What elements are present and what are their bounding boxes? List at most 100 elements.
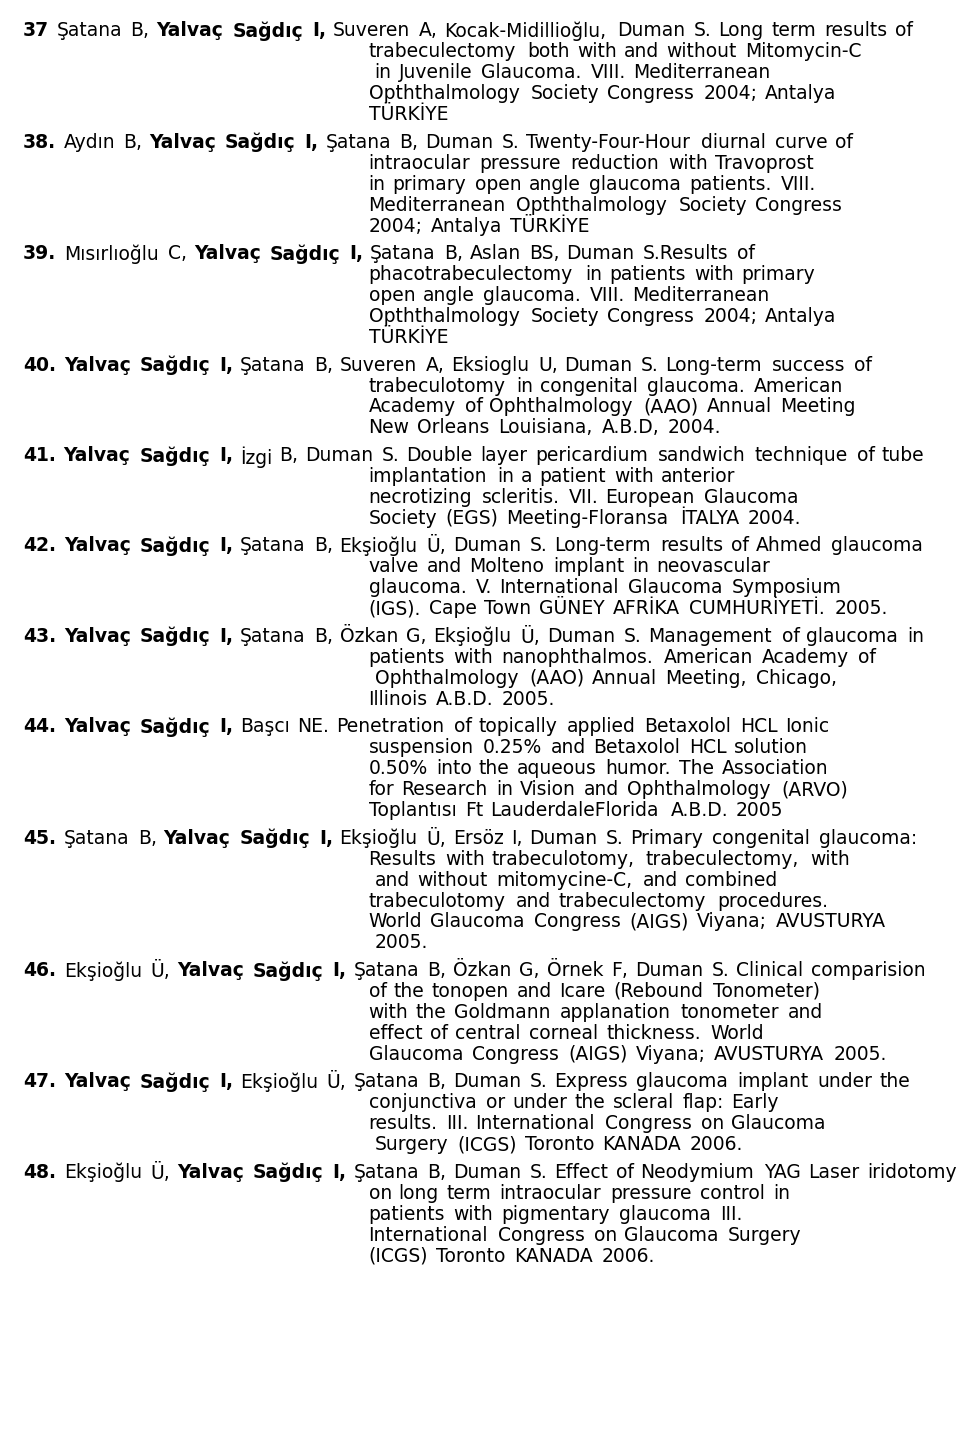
Text: suspension: suspension: [369, 738, 473, 758]
Text: open: open: [369, 286, 415, 305]
Text: pericardium: pericardium: [536, 446, 648, 465]
Text: Örnek: Örnek: [547, 961, 603, 980]
Text: S.: S.: [501, 133, 519, 152]
Text: scleral: scleral: [612, 1094, 674, 1113]
Text: Congress: Congress: [608, 307, 694, 326]
Text: S.: S.: [606, 829, 624, 848]
Text: with: with: [613, 468, 654, 486]
Text: of: of: [853, 356, 872, 375]
Text: results.: results.: [369, 1114, 438, 1134]
Text: Viyana;: Viyana;: [697, 912, 767, 931]
Text: Antalya: Antalya: [430, 216, 502, 236]
Text: Glaucoma.: Glaucoma.: [481, 63, 581, 83]
Text: Meeting: Meeting: [780, 398, 855, 416]
Text: Ü,: Ü,: [426, 829, 446, 849]
Text: I,: I,: [319, 829, 333, 848]
Text: I,: I,: [332, 961, 347, 980]
Text: (ICGS): (ICGS): [369, 1247, 428, 1266]
Text: (IGS).: (IGS).: [369, 599, 420, 618]
Text: and: and: [427, 558, 462, 576]
Text: Glaucoma: Glaucoma: [731, 1114, 826, 1134]
Text: of: of: [369, 982, 387, 1001]
Text: Academy: Academy: [762, 648, 850, 666]
Text: Penetration: Penetration: [337, 718, 444, 736]
Text: glaucoma:: glaucoma:: [819, 829, 918, 848]
Text: A.B.D.: A.B.D.: [670, 801, 728, 819]
Text: patients: patients: [369, 648, 445, 666]
Text: AVUSTURYA: AVUSTURYA: [714, 1045, 824, 1064]
Text: Society: Society: [369, 509, 437, 528]
Text: Long: Long: [719, 21, 764, 40]
Text: HCL: HCL: [739, 718, 778, 736]
Text: without: without: [666, 43, 737, 61]
Text: Mediterranean: Mediterranean: [369, 196, 506, 214]
Text: a: a: [520, 468, 532, 486]
Text: 2004;: 2004;: [704, 84, 757, 103]
Text: Ft: Ft: [466, 801, 484, 819]
Text: Chicago,: Chicago,: [756, 669, 837, 688]
Text: Şatana: Şatana: [240, 536, 305, 555]
Text: in: in: [369, 174, 386, 193]
Text: Duman: Duman: [566, 245, 635, 263]
Text: Ü,: Ü,: [151, 1163, 170, 1183]
Text: pressure: pressure: [610, 1184, 691, 1203]
Text: necrotizing: necrotizing: [369, 488, 472, 506]
Text: Aslan: Aslan: [469, 245, 521, 263]
Text: 42.: 42.: [23, 536, 56, 555]
Text: B,: B,: [399, 133, 419, 152]
Text: diurnal: diurnal: [702, 133, 766, 152]
Text: Ekşioğlu: Ekşioğlu: [340, 536, 418, 556]
Text: I,: I,: [304, 133, 319, 152]
Text: layer: layer: [481, 446, 528, 465]
Text: 2006.: 2006.: [689, 1135, 743, 1154]
Text: Ersöz: Ersöz: [453, 829, 504, 848]
Text: intraocular: intraocular: [499, 1184, 601, 1203]
Text: results: results: [660, 536, 723, 555]
Text: I,: I,: [349, 245, 363, 263]
Text: Ophthalmology: Ophthalmology: [627, 781, 770, 799]
Text: B,: B,: [427, 1163, 446, 1181]
Text: (ICGS): (ICGS): [457, 1135, 516, 1154]
Text: Long-term: Long-term: [554, 536, 651, 555]
Text: with: with: [444, 849, 485, 868]
Text: 37: 37: [23, 21, 49, 40]
Text: with: with: [694, 265, 734, 285]
Text: 2004.: 2004.: [667, 419, 721, 438]
Text: with: with: [369, 1002, 408, 1022]
Text: Academy: Academy: [369, 398, 456, 416]
Text: Twenty-Four-Hour: Twenty-Four-Hour: [526, 133, 690, 152]
Text: Mediterranean: Mediterranean: [633, 63, 770, 83]
Text: International: International: [475, 1114, 595, 1134]
Text: NE.: NE.: [298, 718, 329, 736]
Text: Surgery: Surgery: [728, 1226, 802, 1244]
Text: B,: B,: [427, 1072, 446, 1091]
Text: (AIGS): (AIGS): [568, 1045, 628, 1064]
Text: applied: applied: [566, 718, 636, 736]
Text: Sağdıç: Sağdıç: [139, 718, 210, 736]
Text: pigmentary: pigmentary: [501, 1204, 610, 1224]
Text: GÜNEY: GÜNEY: [540, 599, 605, 618]
Text: anterior: anterior: [661, 468, 735, 486]
Text: pressure: pressure: [480, 154, 562, 173]
Text: Aydın: Aydın: [64, 133, 115, 152]
Text: Şatana: Şatana: [63, 829, 130, 848]
Text: topically: topically: [479, 718, 558, 736]
Text: A.B.D,: A.B.D,: [602, 419, 660, 438]
Text: in: in: [586, 265, 603, 285]
Text: Betaxolol: Betaxolol: [644, 718, 731, 736]
Text: conjunctiva: conjunctiva: [369, 1094, 476, 1113]
Text: Şatana: Şatana: [240, 356, 305, 375]
Text: CUMHURİYETİ.: CUMHURİYETİ.: [688, 599, 825, 618]
Text: S.Results: S.Results: [643, 245, 729, 263]
Text: aqueous: aqueous: [516, 759, 597, 778]
Text: S.: S.: [381, 446, 399, 465]
Text: Duman: Duman: [530, 829, 598, 848]
Text: Ekşioğlu: Ekşioğlu: [240, 1072, 318, 1093]
Text: Sağdıç: Sağdıç: [139, 536, 210, 556]
Text: Sağdıç: Sağdıç: [232, 21, 303, 41]
Text: VII.: VII.: [568, 488, 598, 506]
Text: BS,: BS,: [529, 245, 560, 263]
Text: (AAO): (AAO): [643, 398, 699, 416]
Text: World: World: [369, 912, 422, 931]
Text: results: results: [824, 21, 887, 40]
